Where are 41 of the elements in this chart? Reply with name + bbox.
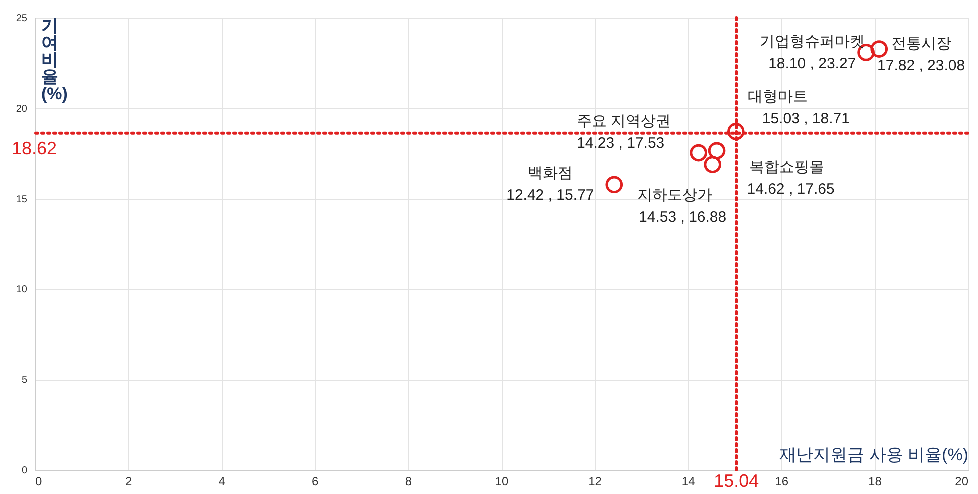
data-label: 14.23 , 17.53: [577, 135, 665, 152]
annotation: 주요 지역상권: [576, 113, 671, 130]
x-tick-label: 20: [955, 474, 969, 488]
point: [704, 156, 722, 174]
y-axis-title: 기여 비율(%): [42, 16, 68, 104]
annotation: 복합쇼핑몰: [750, 158, 825, 176]
x-tick-label: 4: [218, 474, 226, 488]
x-tick-label: 8: [405, 474, 412, 488]
x-tick-label: 2: [125, 474, 132, 488]
y-tick-label: 0: [22, 466, 28, 476]
y-tick-label: 5: [22, 375, 28, 386]
data-label: 12.42 , 15.77: [506, 186, 594, 204]
data-label: 14.53 , 16.88: [639, 208, 727, 226]
y-tick-label: 25: [16, 14, 28, 24]
x-tick-label: 14: [682, 474, 696, 488]
data-label: 14.62 , 17.65: [747, 180, 835, 198]
data-label: 17.82 , 23.08: [878, 58, 966, 75]
y-tick-label: 15: [16, 194, 28, 206]
data-label: 18.10 , 23.27: [768, 55, 856, 72]
ref-line-label: 15.04: [714, 471, 760, 491]
y-tick-label: 10: [16, 284, 28, 296]
x-tick-label: 0: [36, 474, 42, 488]
ref-line-label: 18.62: [12, 138, 58, 158]
point: [708, 142, 726, 160]
x-tick-label: 10: [495, 474, 509, 488]
data-label: 15.03 , 18.71: [762, 110, 850, 128]
y-tick-label: 20: [16, 104, 28, 115]
x-tick-label: 16: [775, 474, 789, 488]
x-tick-label: 12: [588, 474, 602, 488]
annotation: 지하도상가: [637, 186, 712, 204]
point: [606, 176, 624, 194]
point: [870, 40, 888, 58]
x-tick-label: 6: [312, 474, 320, 488]
x-axis-title: 재난지원금 사용 비율(%): [780, 446, 968, 464]
annotation: 기업형슈퍼마켓: [760, 33, 865, 50]
point: [690, 144, 708, 162]
point: [727, 123, 745, 140]
annotation: 백화점: [528, 164, 573, 182]
x-tick-label: 18: [868, 474, 882, 488]
annotation: 대형마트: [748, 88, 808, 106]
annotation: 전통시장: [891, 36, 952, 53]
